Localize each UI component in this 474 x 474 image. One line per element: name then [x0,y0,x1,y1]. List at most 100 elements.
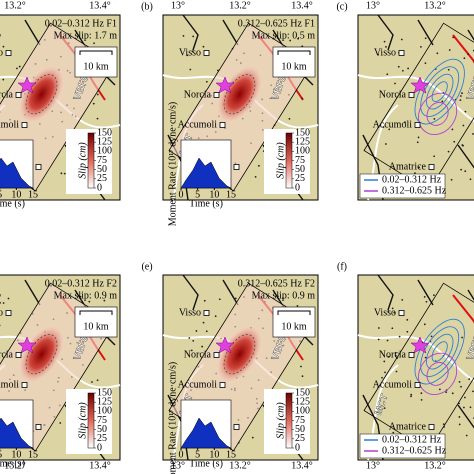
seismic-event [451,392,454,395]
town-label: Visso [0,307,3,318]
town-marker [35,424,42,430]
panel-title: 0.02–0.312 Hz F2 [45,278,117,289]
map-panel: VissoNorciaAccumoliAmatriceVBFSOAST0.02–… [0,14,121,209]
slip-patch [18,325,65,384]
town-marker [414,382,421,388]
max-slip: Max slip: 1.7 m [54,30,118,41]
seismic-event [79,295,82,298]
colorbar-tick-label: 150 [295,127,310,138]
town-marker [213,92,220,98]
seismic-event [425,300,428,303]
slip-contour [431,81,448,103]
seismic-event [282,297,284,299]
seismic-event [96,93,99,96]
seismic-event [201,345,204,348]
town-marker [5,50,12,56]
seismic-event [2,302,5,304]
seismic-event [192,35,195,38]
slip-contour [25,334,58,375]
town-label: Visso [0,47,3,58]
scale-label: 10 km [83,61,109,72]
seismic-event [423,323,426,326]
seismic-event [189,68,192,71]
seismic-event [400,38,403,41]
seismic-event [18,65,21,68]
seismic-event [91,381,93,383]
seismic-event [459,99,462,102]
scale-bar [79,310,113,315]
seismic-event [60,172,63,175]
slip-patch [18,65,65,124]
inset-tick-label: 0 [179,189,184,200]
seismic-event [276,295,279,298]
seismic-event [289,39,292,42]
seismic-event [383,360,386,363]
map-panel: (b)VissoNorciaAccumoliAmatriceVBFSMCT0.3… [141,1,319,226]
seismic-event [188,337,191,339]
inset-tick-label: 0 [179,449,184,460]
seismic-event [288,117,291,120]
scale-bar [79,50,113,55]
colorbar-tick-label: 100 [97,146,112,157]
town-marker [15,92,22,98]
lon-label: 13.4° [89,460,111,471]
seismic-event [392,431,395,434]
colorbar-tick-label: 125 [295,396,310,407]
seismic-event [384,371,386,374]
map-background [357,14,474,201]
town-marker [15,352,22,358]
inset-tick-label: 10 [11,449,21,460]
lon-label: 13.4° [291,0,313,11]
seismic-event [93,42,95,45]
seismic-event [16,67,18,70]
colorbar-label: Slip (cm) [77,402,88,439]
seismic-event [186,54,189,57]
seismic-event [430,335,433,338]
town-label: Accumoli [178,119,218,130]
seismic-event [417,136,420,139]
seismic-event [205,80,208,83]
seismic-event [442,423,445,425]
seismic-event [410,393,413,396]
colorbar-label: Slip (cm) [275,142,286,179]
epicenter-star [215,76,235,94]
inset-tick-label: 10 [209,189,219,200]
inset-tick-label: 10 [11,189,21,200]
panel-label: (b) [141,1,153,12]
scale-bar [277,50,311,55]
panel-label: (e) [141,261,152,272]
lon-label: 13.2° [229,0,251,11]
map-background [357,274,474,461]
town-marker [203,310,210,316]
lon-label: 13° [171,0,185,11]
slip-contour [223,74,256,115]
road [357,74,474,122]
seismic-event [463,406,465,409]
seismic-event [205,330,208,333]
slip-contour [426,101,449,126]
fault-trace [452,34,474,64]
seismic-event [388,128,391,131]
seismic-event [461,92,463,95]
map-panel: (e)VissoNorciaAccumoliAmatriceVBFSMCT0.3… [141,261,319,474]
max-slip: Max slip: 0.9 m [54,290,118,301]
seismic-event [391,327,394,330]
town-label: Norcia [379,89,407,100]
seismic-event [394,82,396,85]
seismic-event [383,40,386,43]
seismic-event [469,178,472,181]
scale-bar [277,310,311,315]
seismic-event [461,144,464,146]
colorbar-tick-label: 100 [295,406,310,417]
colorbar [285,132,293,189]
inset-xlabel: Time (s) [189,458,223,469]
seismic-event [469,406,472,409]
fault [362,14,474,201]
seismic-event [195,330,198,332]
moment-rate [180,157,232,189]
inset-tick-label: 15 [226,449,236,460]
town-label: Accumoli [373,379,413,390]
town-marker [35,164,42,170]
seismic-event [461,336,464,339]
town-label: Amatrice [389,421,427,432]
